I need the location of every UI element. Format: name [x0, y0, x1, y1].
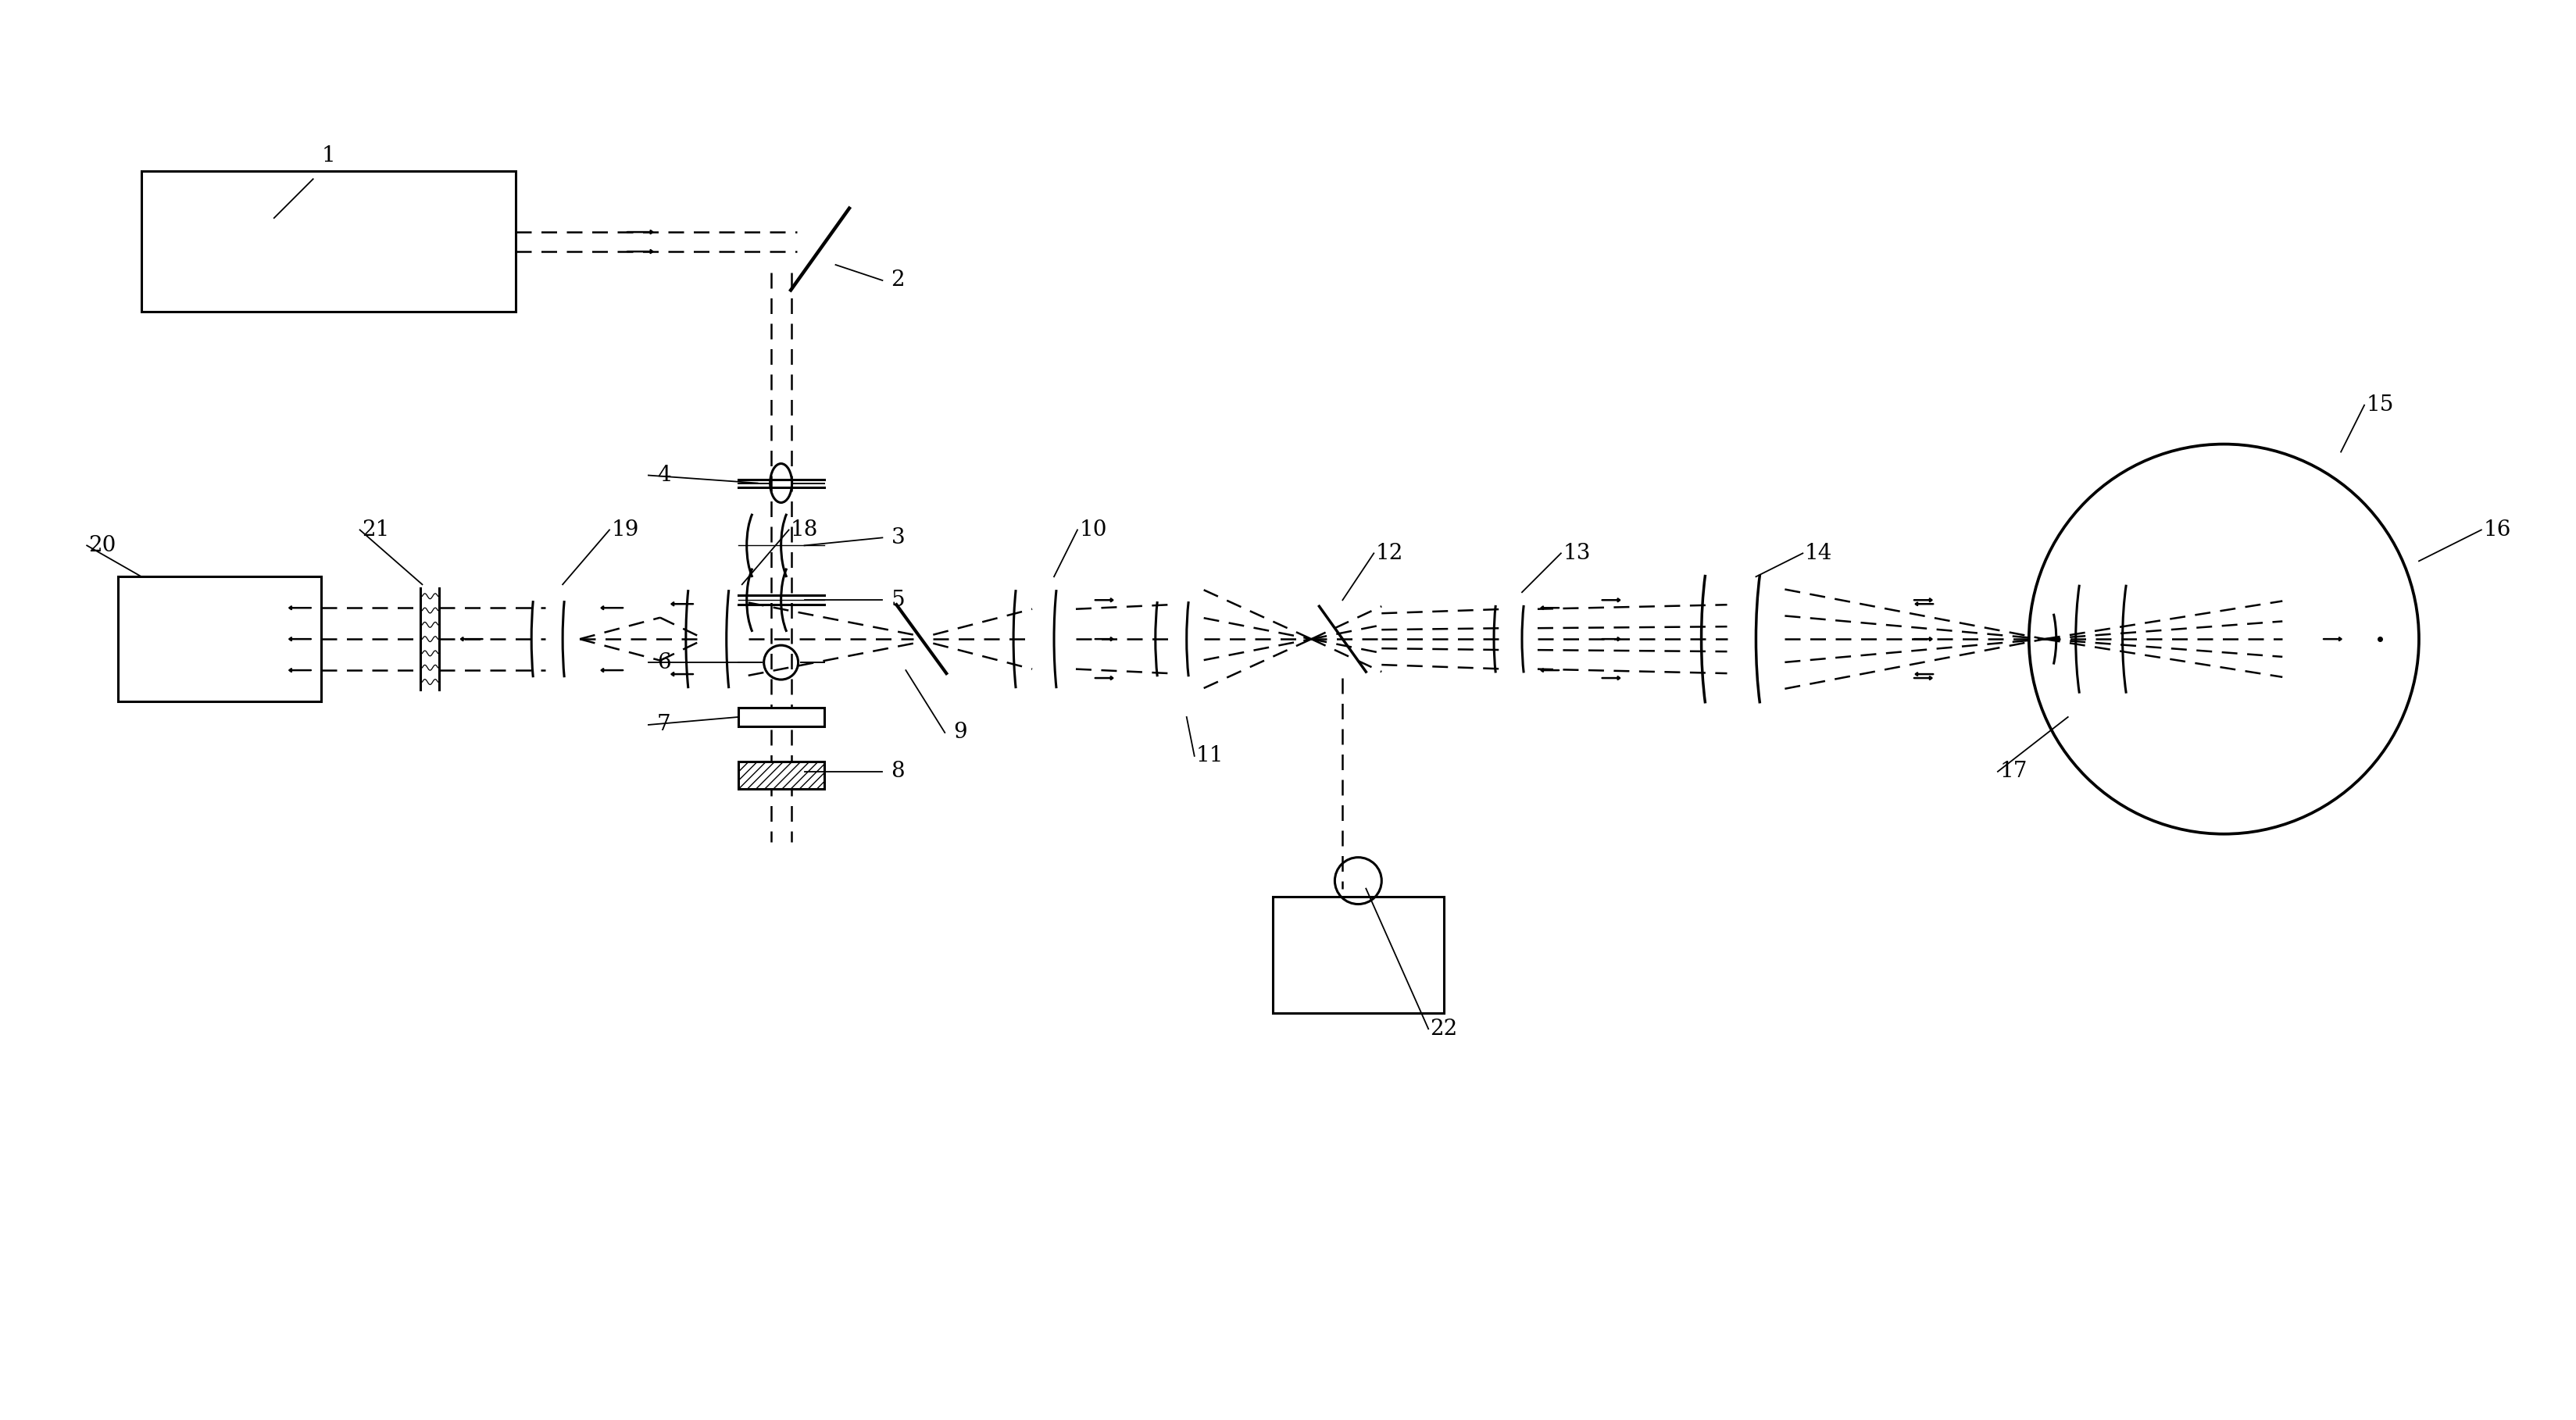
Text: 4: 4 — [657, 464, 670, 486]
Text: 14: 14 — [1806, 542, 1832, 564]
Text: 5: 5 — [891, 589, 904, 611]
Text: 1: 1 — [322, 145, 335, 166]
Bar — [118, 577, 322, 701]
Text: 6: 6 — [657, 652, 670, 673]
Text: 16: 16 — [2483, 520, 2512, 541]
Text: 21: 21 — [361, 520, 389, 541]
Bar — [739, 761, 824, 788]
Text: 13: 13 — [1564, 542, 1589, 564]
Text: 2: 2 — [891, 270, 904, 291]
Text: 12: 12 — [1376, 542, 1404, 564]
Text: 7: 7 — [657, 714, 670, 736]
Text: 22: 22 — [1430, 1018, 1458, 1039]
Text: 18: 18 — [791, 520, 819, 541]
Text: 9: 9 — [953, 721, 969, 743]
Text: 11: 11 — [1195, 746, 1224, 767]
Text: 10: 10 — [1079, 520, 1108, 541]
Text: 17: 17 — [1999, 761, 2027, 782]
Text: 3: 3 — [891, 527, 904, 548]
Text: 15: 15 — [2367, 395, 2393, 416]
Bar — [142, 172, 515, 311]
Bar — [1273, 896, 1445, 1014]
Text: 20: 20 — [88, 535, 116, 557]
Bar — [739, 707, 824, 727]
Text: 19: 19 — [611, 520, 639, 541]
Text: 8: 8 — [891, 761, 904, 782]
